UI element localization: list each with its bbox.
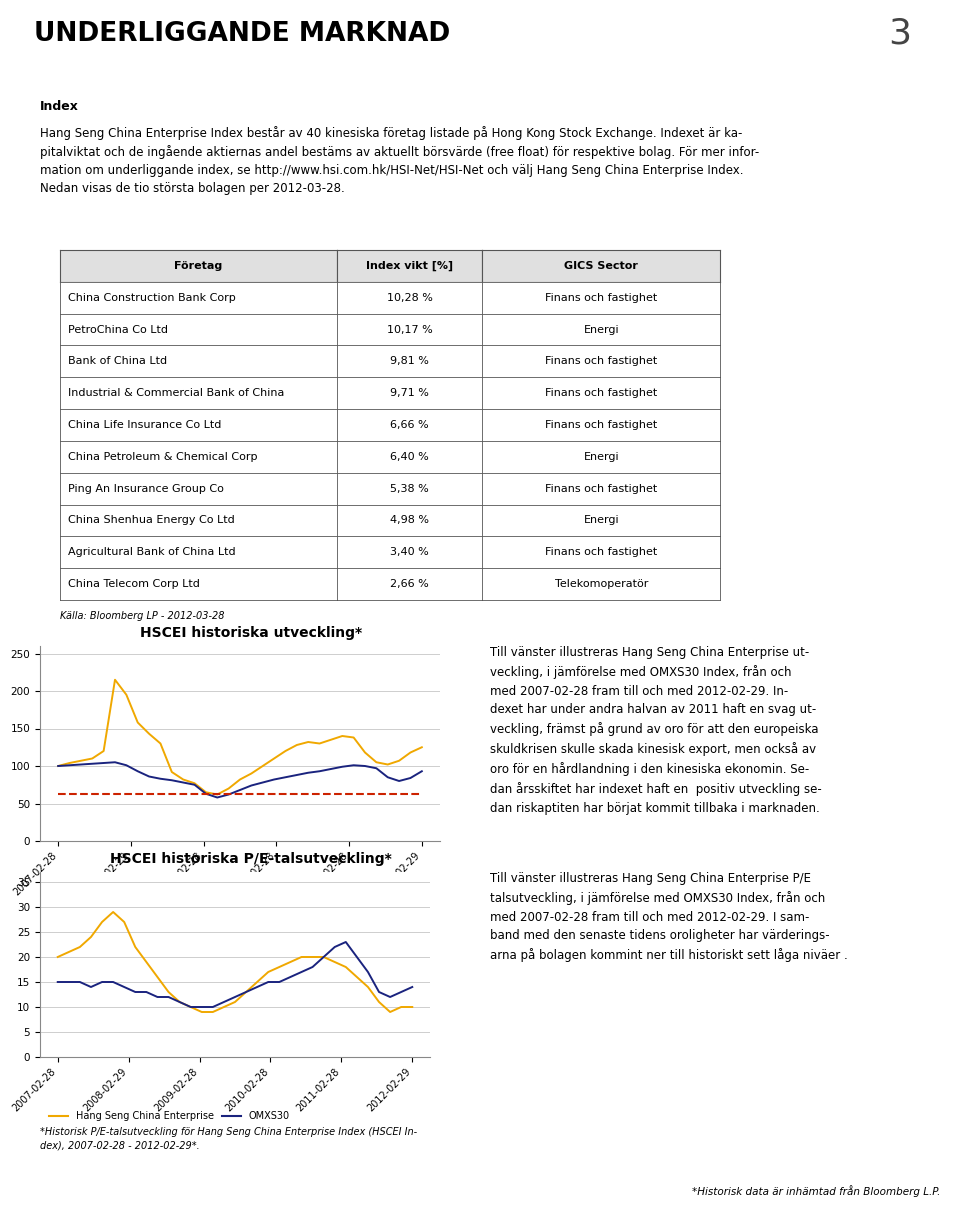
Text: 2,66 %: 2,66 %: [391, 579, 429, 589]
Text: 9,71 %: 9,71 %: [391, 388, 429, 398]
Text: *Historisk data är inhämtad från Bloomberg L.P.: *Historisk data är inhämtad från Bloombe…: [691, 1185, 940, 1197]
Text: Ping An Insurance Group Co: Ping An Insurance Group Co: [68, 483, 225, 493]
Text: *Historisk P/E-talsutveckling för Hang Seng China Enterprise Index (HSCEI In-
de: *Historisk P/E-talsutveckling för Hang S…: [40, 1127, 418, 1151]
Text: 6,40 %: 6,40 %: [391, 452, 429, 461]
Text: *Historisk utveckling för Hang Seng China Enterprise Index (HSCEI Index),
2007-0: *Historisk utveckling för Hang Seng Chin…: [40, 913, 413, 966]
Text: 3,40 %: 3,40 %: [391, 547, 429, 557]
Text: Industrial & Commercial Bank of China: Industrial & Commercial Bank of China: [68, 388, 285, 398]
Text: China Petroleum & Chemical Corp: China Petroleum & Chemical Corp: [68, 452, 258, 461]
Text: 9,81 %: 9,81 %: [391, 356, 429, 366]
Text: Telekomoperatör: Telekomoperatör: [555, 579, 648, 589]
Text: China Shenhua Energy Co Ltd: China Shenhua Energy Co Ltd: [68, 515, 235, 525]
Text: HSCEI historiska utveckling*: HSCEI historiska utveckling*: [140, 625, 362, 640]
Text: 4,98 %: 4,98 %: [391, 515, 429, 525]
Text: Energi: Energi: [584, 324, 619, 334]
Text: 10,17 %: 10,17 %: [387, 324, 433, 334]
Text: Hang Seng China Enterprise Index består av 40 kinesiska företag listade på Hong : Hang Seng China Enterprise Index består …: [40, 126, 759, 196]
Text: PetroChina Co Ltd: PetroChina Co Ltd: [68, 324, 168, 334]
Legend: Hang Seng China Enterprise, OMXS30: Hang Seng China Enterprise, OMXS30: [45, 1108, 294, 1125]
Text: Index vikt [%]: Index vikt [%]: [366, 261, 453, 271]
Text: Företag: Företag: [175, 261, 223, 271]
Text: Källa: Bloomberg LP - 2012-03-28: Källa: Bloomberg LP - 2012-03-28: [60, 611, 225, 621]
Text: Energi: Energi: [584, 515, 619, 525]
Text: China Telecom Corp Ltd: China Telecom Corp Ltd: [68, 579, 201, 589]
Text: Finans och fastighet: Finans och fastighet: [545, 293, 658, 302]
Text: Index: Index: [40, 100, 79, 113]
Legend: Hang Seng China Enterprise, OMXS30, Riskbarriär: Hang Seng China Enterprise, OMXS30, Risk…: [45, 894, 382, 911]
Text: China Life Insurance Co Ltd: China Life Insurance Co Ltd: [68, 420, 222, 430]
Text: China Construction Bank Corp: China Construction Bank Corp: [68, 293, 236, 302]
Text: Energi: Energi: [584, 452, 619, 461]
Text: 10,28 %: 10,28 %: [387, 293, 433, 302]
Text: 3: 3: [889, 17, 911, 51]
Text: Agricultural Bank of China Ltd: Agricultural Bank of China Ltd: [68, 547, 236, 557]
Text: HSCEI historiska P/E-talsutveckling*: HSCEI historiska P/E-talsutveckling*: [110, 852, 392, 867]
Text: Finans och fastighet: Finans och fastighet: [545, 388, 658, 398]
Text: 6,66 %: 6,66 %: [391, 420, 429, 430]
Text: Finans och fastighet: Finans och fastighet: [545, 483, 658, 493]
Text: Finans och fastighet: Finans och fastighet: [545, 356, 658, 366]
Text: 5,38 %: 5,38 %: [391, 483, 429, 493]
Text: Bank of China Ltd: Bank of China Ltd: [68, 356, 167, 366]
Text: GICS Sector: GICS Sector: [564, 261, 638, 271]
Text: Finans och fastighet: Finans och fastighet: [545, 547, 658, 557]
Text: Till vänster illustreras Hang Seng China Enterprise P/E
talsutveckling, i jämför: Till vänster illustreras Hang Seng China…: [490, 871, 848, 962]
Text: UNDERLIGGANDE MARKNAD: UNDERLIGGANDE MARKNAD: [34, 21, 450, 47]
Text: Till vänster illustreras Hang Seng China Enterprise ut-
veckling, i jämförelse m: Till vänster illustreras Hang Seng China…: [490, 646, 822, 814]
Text: Finans och fastighet: Finans och fastighet: [545, 420, 658, 430]
